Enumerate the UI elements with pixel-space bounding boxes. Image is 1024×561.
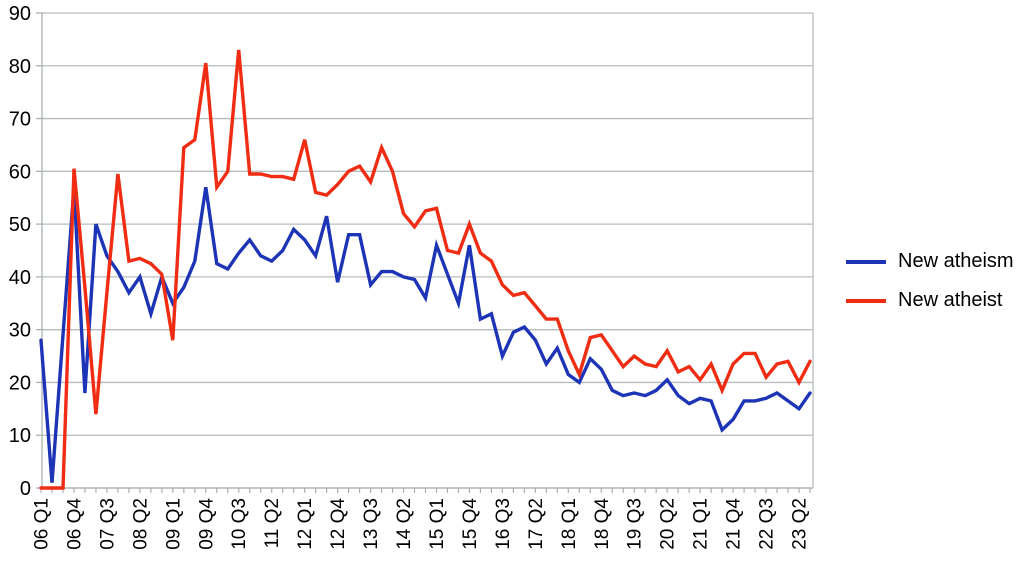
- x-axis-label-06 Q4: 06 Q4: [64, 498, 85, 550]
- x-axis-label-19 Q3: 19 Q3: [625, 498, 646, 550]
- x-axis-label-09 Q1: 09 Q1: [163, 498, 184, 550]
- legend-label-new-atheism: New atheism: [898, 250, 1014, 272]
- y-axis-label-50: 50: [9, 214, 31, 236]
- series-line-new-atheist: [39, 49, 812, 490]
- legend-item-new-atheism: New atheism: [846, 250, 1014, 273]
- y-axis-label-30: 30: [9, 320, 31, 342]
- y-axis-label-60: 60: [9, 161, 31, 183]
- legend-label-new-atheist: New atheist: [898, 289, 1003, 311]
- x-axis-label-21 Q4: 21 Q4: [724, 498, 745, 550]
- x-axis-label-20 Q2: 20 Q2: [658, 498, 679, 550]
- x-axis-label-12 Q4: 12 Q4: [328, 498, 349, 550]
- x-axis-label-15 Q4: 15 Q4: [460, 498, 481, 550]
- x-axis-label-22 Q3: 22 Q3: [757, 498, 778, 550]
- y-axis-label-0: 0: [20, 478, 31, 500]
- legend-swatch-new-atheism-icon: [846, 259, 886, 264]
- legend: New atheism New atheist: [846, 250, 1014, 312]
- x-axis-label-08 Q2: 08 Q2: [130, 498, 151, 550]
- x-axis-label-14 Q2: 14 Q2: [394, 498, 415, 550]
- legend-swatch-new-atheist-icon: [846, 298, 886, 303]
- y-axis-label-70: 70: [9, 109, 31, 131]
- y-axis-label-40: 40: [9, 267, 31, 289]
- y-axis-label-20: 20: [9, 372, 31, 394]
- x-axis-label-16 Q3: 16 Q3: [493, 498, 514, 550]
- x-axis-label-11 Q2: 11 Q2: [262, 498, 283, 548]
- x-axis-label-07 Q3: 07 Q3: [97, 498, 118, 550]
- x-axis-label-09 Q4: 09 Q4: [196, 498, 217, 550]
- x-axis-label-21 Q1: 21 Q1: [691, 498, 712, 550]
- x-axis-label-17 Q2: 17 Q2: [526, 498, 547, 550]
- y-axis-label-80: 80: [9, 56, 31, 78]
- x-axis-label-10 Q3: 10 Q3: [229, 498, 250, 550]
- y-axis-label-90: 90: [9, 3, 31, 25]
- x-axis-label-18 Q4: 18 Q4: [592, 498, 613, 550]
- x-axis-label-06 Q1: 06 Q1: [32, 498, 53, 550]
- legend-item-new-atheist: New atheist: [846, 289, 1014, 312]
- x-axis-label-13 Q3: 13 Q3: [361, 498, 382, 550]
- x-axis-label-15 Q1: 15 Q1: [427, 498, 448, 550]
- x-axis-label-18 Q1: 18 Q1: [559, 498, 580, 550]
- y-axis-label-10: 10: [9, 425, 31, 447]
- x-axis-label-23 Q2: 23 Q2: [790, 498, 811, 550]
- series-line-new-atheism: [39, 186, 812, 483]
- x-axis-label-12 Q1: 12 Q1: [295, 498, 316, 550]
